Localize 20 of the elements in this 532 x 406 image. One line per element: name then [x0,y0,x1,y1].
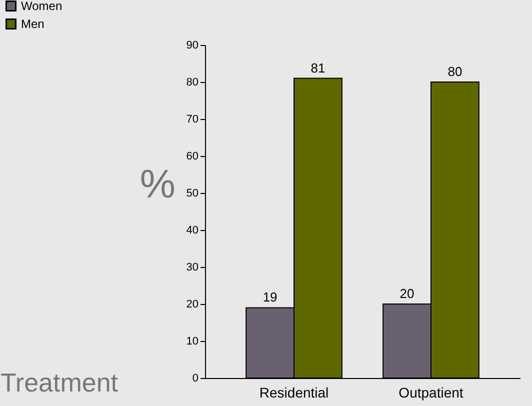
data-label: 81 [310,60,326,76]
legend-label: Men [21,17,44,31]
data-label: 20 [400,286,414,301]
y-tick-label: 90 [186,40,198,52]
y-tick-label: 40 [186,224,198,236]
y-tick-label: 30 [186,262,198,274]
x-tick-label: Outpatient [398,384,464,400]
data-label: 19 [262,290,278,305]
y-tick-label: 10 [186,336,198,348]
y-tick-label: 20 [186,298,198,310]
y-axis-title: % [140,162,176,206]
y-tick-label: 60 [186,150,198,162]
y-tick-label: 0 [192,372,198,384]
legend-label: Women [21,0,62,13]
y-tick-label: 50 [186,188,198,200]
data-label: 80 [448,64,462,79]
x-axis-title: Treatment [0,368,119,398]
y-tick-label: 80 [186,76,198,88]
x-tick-label: Residential [259,384,329,400]
y-tick-label: 70 [186,114,198,126]
